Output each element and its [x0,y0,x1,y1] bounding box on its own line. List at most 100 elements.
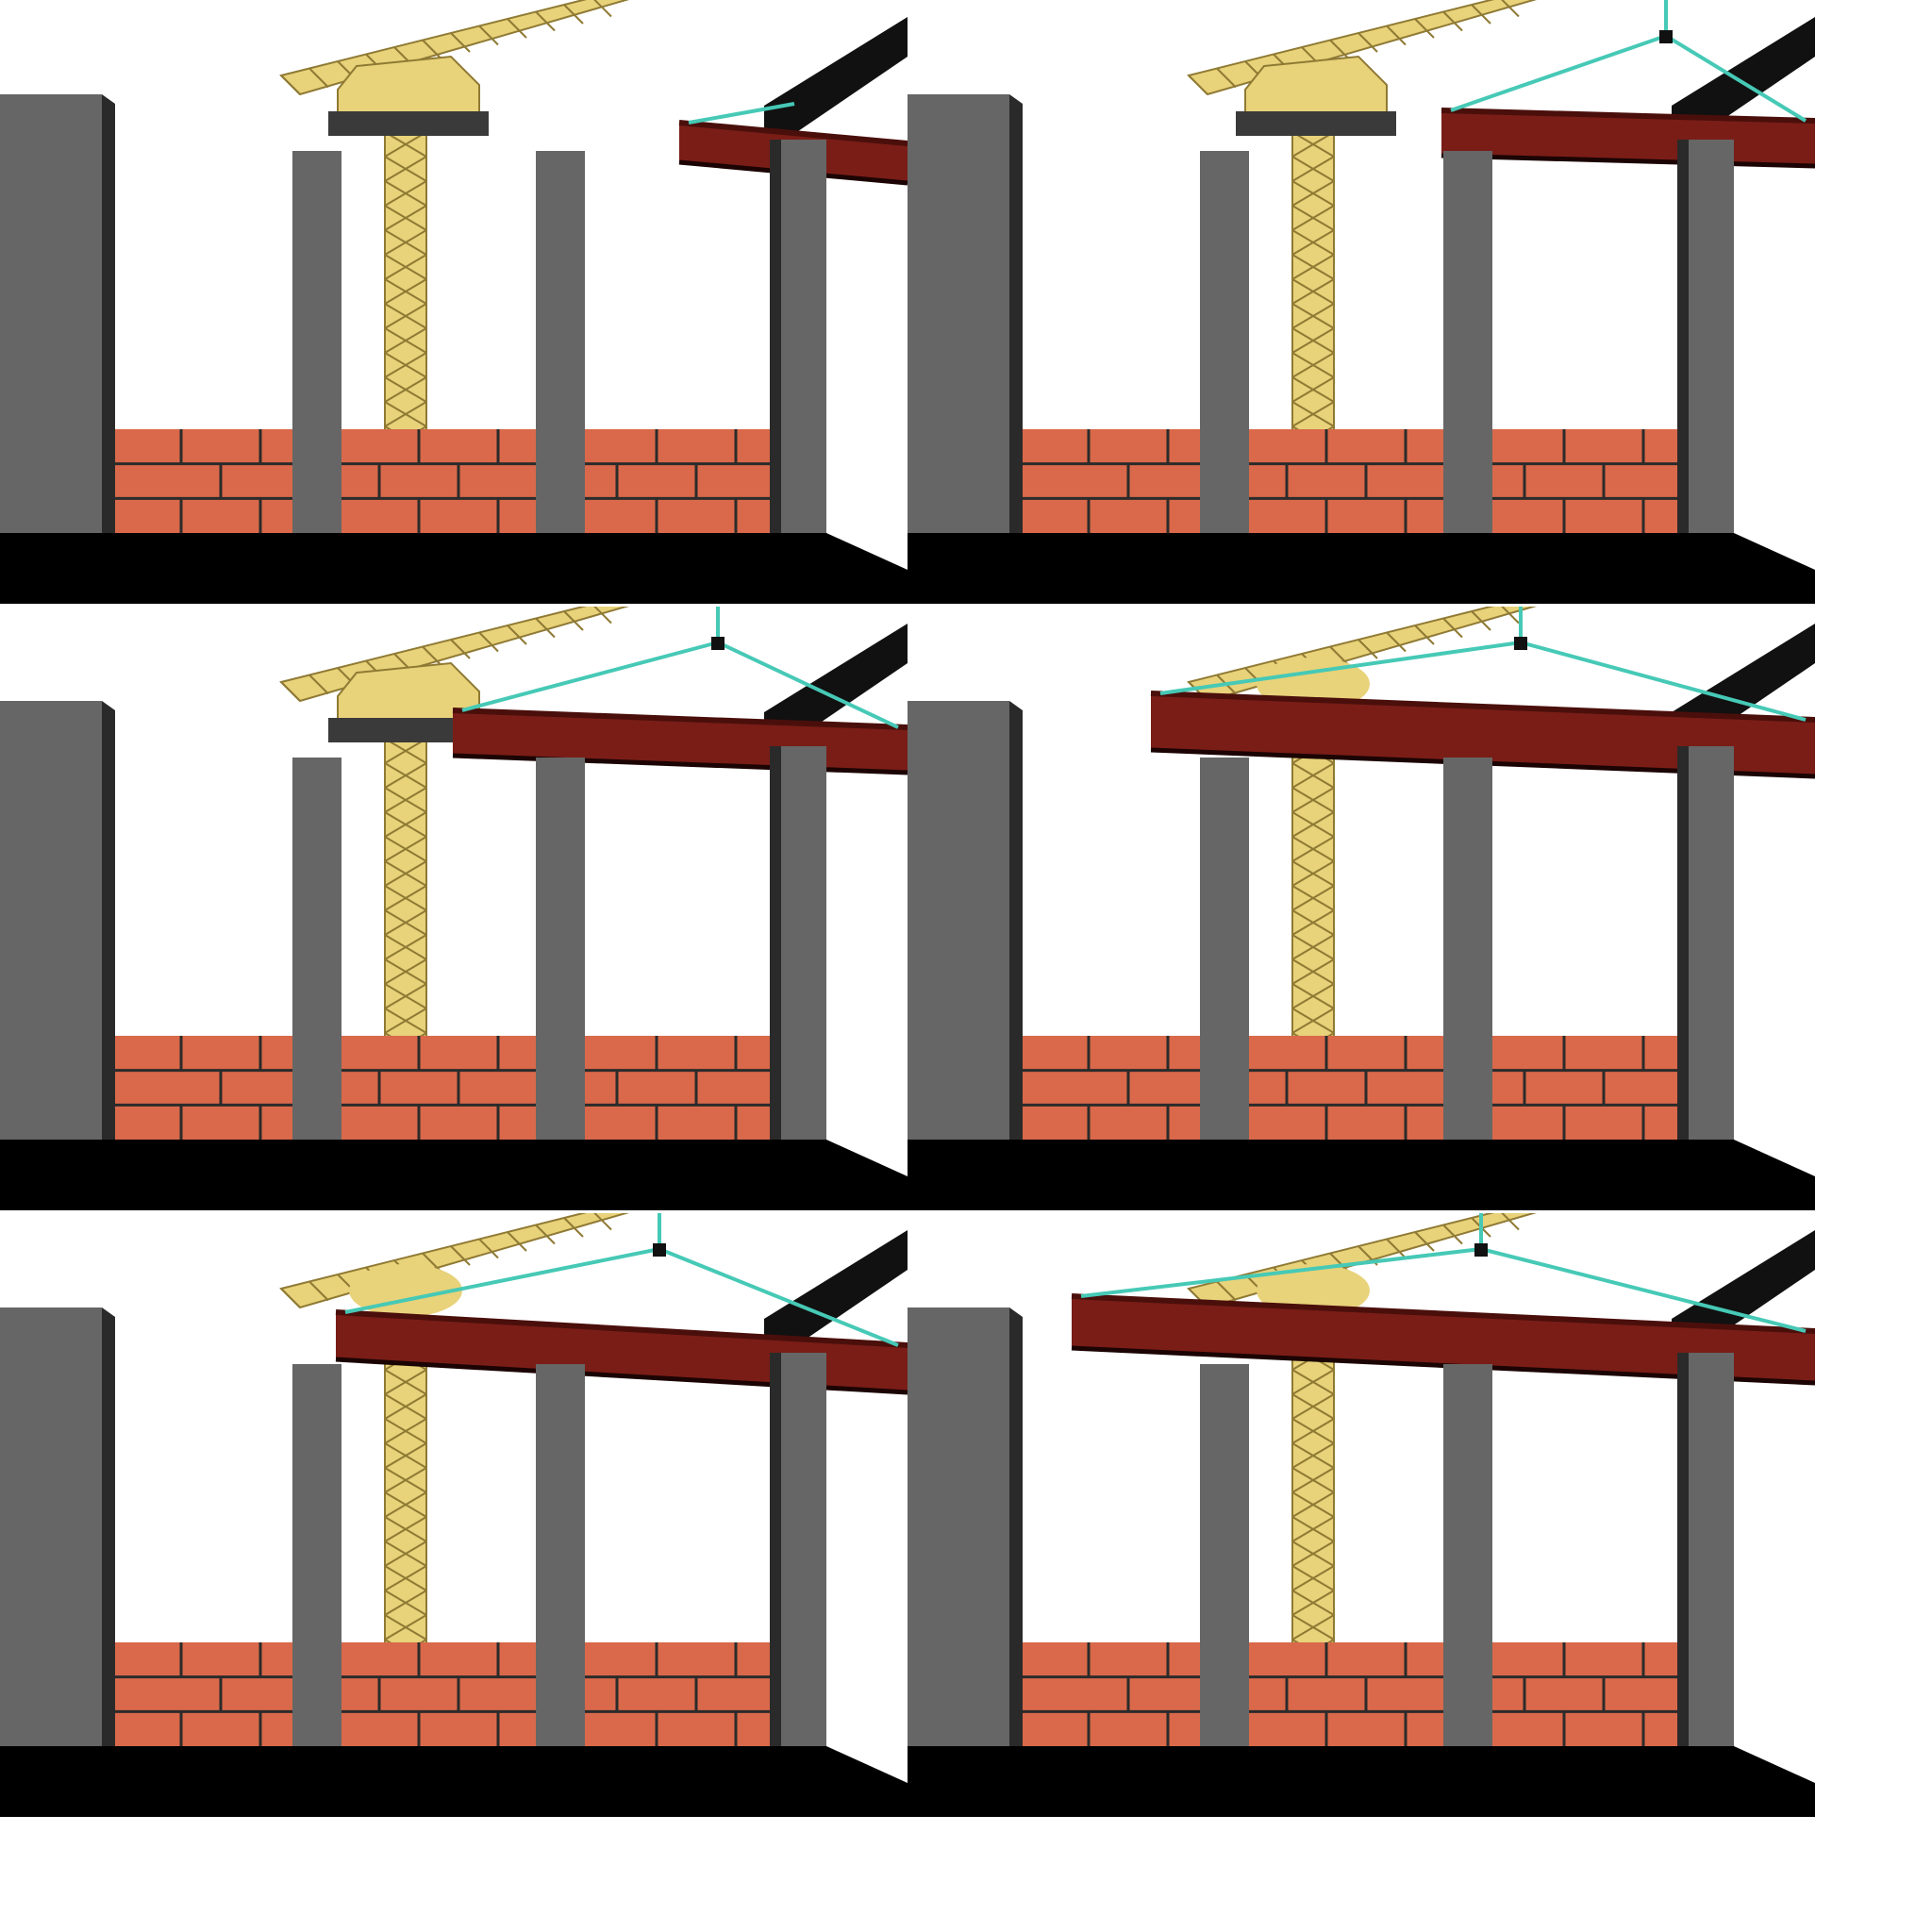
pillar-left-side [102,1307,115,1746]
crane-lattice [384,1008,427,1034]
crane-jib-truss [450,1245,471,1266]
crane-jib-truss [478,631,499,653]
pillar [1200,151,1249,533]
crane-lattice [1291,205,1335,231]
crane-jib-truss [1442,617,1463,639]
crane-lattice [1291,156,1335,182]
crane-lattice [384,1369,427,1395]
existing-black-beam [764,624,908,748]
existing-black-beam [1672,17,1815,142]
crane-lattice [1291,1418,1335,1444]
crane-lattice [384,180,427,207]
pillar-right-side [770,140,781,533]
pillar-right [781,140,826,533]
pillar-left [908,1307,1009,1746]
existing-black-beam [764,1230,908,1355]
crane-lattice [1291,1393,1335,1420]
crane-mast [1291,131,1335,440]
existing-black-beam [764,17,908,142]
crane-jib-truss [422,645,442,667]
pillar [1200,1364,1249,1746]
scene-panel-3 [0,607,908,1210]
crane-lattice [384,303,427,329]
sling-cable [688,102,795,125]
crane-lattice [1291,1467,1335,1493]
crane-jib-truss [563,4,584,25]
crane-cab [349,1264,462,1317]
crane-jib-truss [308,674,329,695]
crane-lattice [384,131,427,158]
pillar [1443,151,1492,533]
crane-lattice [1291,885,1335,911]
crane-lattice [384,376,427,403]
crane-jib-truss [450,32,471,53]
crane-jib-truss [1357,639,1378,659]
crane-mast [384,1344,427,1653]
hook-icon [653,1243,666,1257]
crane-jib-truss [1471,610,1491,631]
pillar-left-side [1009,94,1023,533]
beam-top-flange [678,120,908,146]
crane-lattice [384,958,427,985]
sling-cable [1080,1247,1482,1298]
pillar [292,1364,341,1746]
scene-panel-5 [0,1213,908,1817]
crane-lattice [1291,1008,1335,1034]
crane-jib-truss [1357,32,1378,53]
beam-top-flange [1441,108,1815,124]
ground-slab [0,1140,908,1210]
crane-jib-truss [1414,18,1435,39]
crane-lattice [384,762,427,789]
crane-lattice [1291,934,1335,960]
hook-icon [1659,30,1673,43]
crane-lattice [1291,860,1335,887]
crane-lattice [1291,401,1335,427]
crane-jib-truss [507,1231,527,1252]
pillar [536,151,585,533]
crane-lattice [384,352,427,378]
crane-lattice [1291,1369,1335,1395]
crane-lattice [384,401,427,427]
crane-lattice [1291,1491,1335,1518]
pillar-right-side [1677,1353,1689,1746]
pillar-left-side [1009,701,1023,1140]
crane-lattice [384,1467,427,1493]
crane-lattice [1291,787,1335,813]
ground-slab [908,1140,1815,1210]
crane-jib-truss [1329,39,1350,60]
crane-jib-truss [507,18,527,39]
hook-icon [1474,1243,1488,1257]
ground-slab [908,533,1815,604]
crane-lattice [1291,1614,1335,1641]
crane-jib-truss [280,681,301,702]
crane-lattice [384,738,427,764]
crane-lattice [384,327,427,354]
pillar [292,151,341,533]
scene-panel-1 [0,0,908,604]
crane-lattice [1291,278,1335,305]
brick-wall-section [1009,429,1689,533]
pillar-right-side [1677,746,1689,1140]
panel-illustration [908,607,1815,1210]
pillar [536,1364,585,1746]
crane-lattice [384,156,427,182]
crane-jib-truss [1442,1224,1463,1245]
crane-lattice [384,254,427,280]
crane-lattice [384,909,427,936]
crane-lattice [384,1565,427,1591]
crane-jib-truss [1414,1231,1435,1252]
pillar-right-side [770,746,781,1140]
crane-lattice [384,205,427,231]
crane-lattice [384,1614,427,1641]
crane-jib-truss [593,0,612,18]
crane-jib-truss [1386,631,1407,653]
crane-lattice [1291,811,1335,838]
crane-jib-truss [593,1213,612,1231]
crane-lattice [384,811,427,838]
crane-lattice [1291,762,1335,789]
crane-jib-truss [1216,1280,1237,1302]
crane-lattice [384,983,427,1009]
crane-jib-truss [1501,0,1520,18]
sling-cable [658,1247,899,1347]
brick-wall-section [1009,1642,1689,1746]
